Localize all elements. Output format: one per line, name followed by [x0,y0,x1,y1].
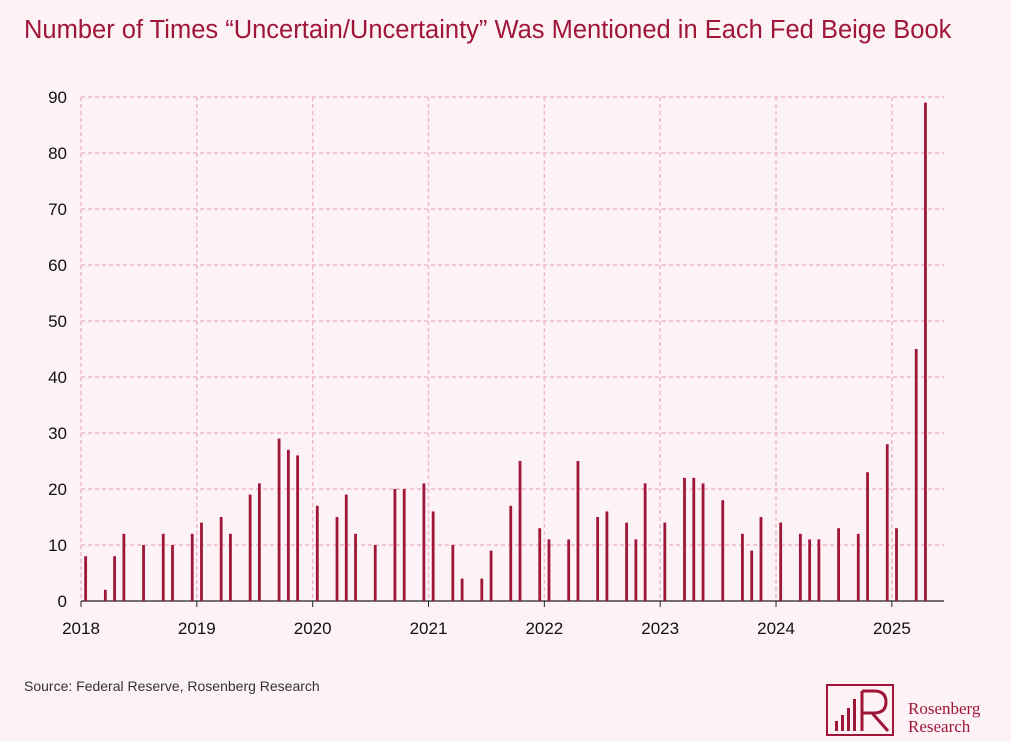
axes [80,600,944,607]
bar [576,461,580,601]
bar [643,483,647,601]
bar [103,589,107,601]
bar [393,489,397,601]
bar [721,500,725,601]
bar [663,522,667,601]
y-tick-label: 10 [48,536,67,555]
bar [286,449,290,601]
x-tick-label: 2020 [294,619,332,638]
bar [750,550,754,601]
bar [277,438,281,601]
bar [798,533,802,601]
y-tick-label: 70 [48,200,67,219]
bar [229,533,232,601]
bar [837,528,840,601]
bar [596,517,600,601]
y-tick-label: 90 [48,88,67,107]
bar [335,517,339,601]
y-tick-label: 80 [48,144,67,163]
y-tick-label: 40 [48,368,67,387]
y-tick-label: 20 [48,480,67,499]
source-note: Source: Federal Reserve, Rosenberg Resea… [24,678,320,694]
bar [634,539,638,601]
x-tick-label: 2021 [410,619,448,638]
bar [489,550,493,601]
bar [701,483,705,601]
bar [142,545,145,601]
bar [122,533,126,601]
y-tick-label: 50 [48,312,67,331]
tick-labels: 0 10 20 30 40 50 60 70 80 90 2018 2019 2020 2021 2022 2… [48,88,911,638]
x-tick-label: 2025 [873,619,911,638]
bar [924,102,927,601]
y-tick-label: 60 [48,256,67,275]
bar [296,455,300,601]
bar [509,505,513,601]
bar [914,349,918,601]
bar [161,533,165,601]
bar [547,539,551,601]
grid-lines [80,96,944,601]
bar [683,477,686,601]
bar [808,539,812,601]
bar-series [84,102,927,601]
logo-line-2: Research [908,717,971,736]
y-tick-label: 0 [58,592,67,611]
bar [84,556,88,601]
bar [373,545,377,601]
x-tick-label: 2019 [178,619,216,638]
bar [895,528,898,601]
bar [431,511,435,601]
logo-line-1: Rosenberg [908,699,981,718]
bar [422,483,426,601]
y-tick-label: 30 [48,424,67,443]
bar [866,472,869,601]
chart-title: Number of Times “Uncertain/Uncertainty” … [24,16,952,44]
bar [190,533,194,601]
bar [759,517,763,601]
bar [344,494,348,601]
bar [817,539,821,601]
bar [518,461,522,601]
bar [257,483,261,601]
bar [480,578,484,601]
logo-wordmark: Rosenberg Research [908,700,980,736]
x-tick-label: 2023 [641,619,679,638]
rosenberg-logo [826,684,894,736]
bar [605,511,609,601]
bar [692,477,696,601]
bar [451,545,455,601]
bar [248,494,252,601]
bar [219,517,223,601]
bar [402,489,406,601]
bar [538,528,542,601]
chart-plot: 0 10 20 30 40 50 60 70 80 90 2018 2019 2020 2021 2022 2… [48,88,944,638]
bar [315,505,319,601]
bar [113,556,116,601]
x-tick-label: 2024 [757,619,795,638]
bar [171,545,174,601]
bar [779,522,783,601]
bar [625,522,629,601]
bar [200,522,203,601]
bar [741,533,744,601]
bar [567,539,571,601]
bar [460,578,464,601]
x-tick-label: 2022 [525,619,563,638]
bar [885,444,889,601]
bar [354,533,357,601]
x-tick-label: 2018 [62,619,100,638]
bar [856,533,860,601]
